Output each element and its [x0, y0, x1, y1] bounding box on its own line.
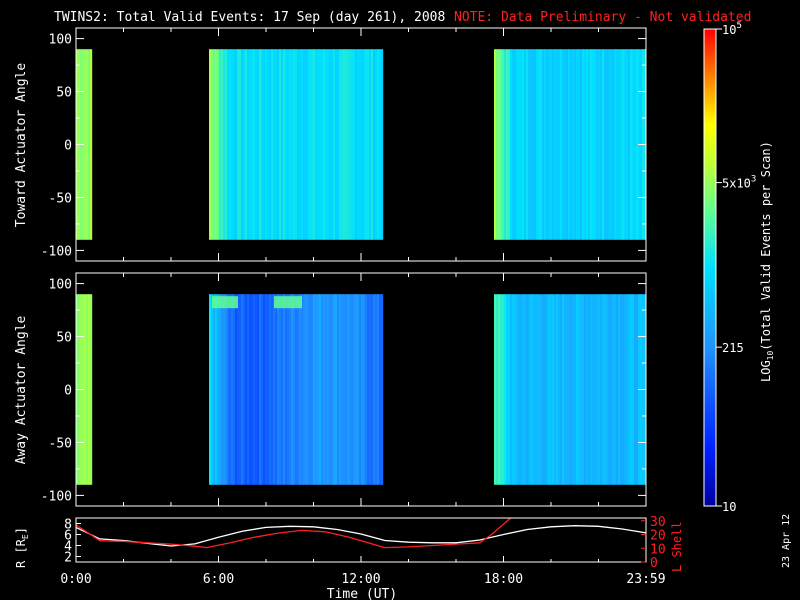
colorbar-ticks: 10 215 5x103 105: [716, 21, 756, 514]
y-tick-label: 0: [64, 384, 72, 399]
chart-title: TWINS2: Total Valid Events: 17 Sep (day …: [54, 10, 445, 25]
r-tick-label: 8: [64, 518, 72, 533]
x-tick-label: 12:00: [341, 572, 380, 587]
y-tick-label: -100: [41, 489, 72, 504]
heatmap-segment: [209, 294, 384, 485]
y-tick-label: 100: [49, 278, 72, 293]
top-ylabel: Toward Actuator Angle: [14, 63, 29, 228]
lshell-tick-label: 30: [650, 515, 666, 530]
away-actuator-panel: 100 50 0 -50 -100: [41, 272, 647, 507]
lshell-tick-label: 0: [650, 556, 658, 571]
footer-date: 23 Apr 12: [781, 514, 792, 568]
series-line: [75, 517, 512, 549]
x-tick-label: 18:00: [484, 572, 523, 587]
y-tick-label: 100: [49, 33, 72, 48]
colorbar-tick-label: 105: [722, 21, 742, 37]
r-tick-label: 4: [64, 540, 72, 555]
colorbar-label: LOG10(Total Valid Events per Scan): [759, 141, 775, 382]
colorbar-tick-label: 215: [722, 341, 744, 355]
series-line: [75, 525, 647, 547]
y-tick-label: -100: [41, 244, 72, 259]
colorbar-tick-label: 10: [722, 500, 736, 514]
bottom-ylabel: R [RE]: [14, 527, 30, 568]
y-tick-label: -50: [49, 436, 72, 451]
y-tick-label: 0: [64, 139, 72, 154]
colorbar-tick-label: 5x103: [722, 175, 756, 191]
r-tick-label: 6: [64, 529, 72, 544]
x-tick-label: 23:59: [626, 572, 665, 587]
x-tick-label: 0:00: [60, 572, 91, 587]
lshell-tick-label: 20: [650, 529, 666, 544]
lshell-tick-label: 10: [650, 542, 666, 557]
lshell-axis-label: L Shell: [670, 521, 684, 572]
y-tick-label: 50: [56, 86, 72, 101]
y-tick-label: 50: [56, 331, 72, 346]
colorbar: [703, 28, 717, 507]
heatmap-segment: [209, 49, 384, 240]
heatmap-segment: [494, 294, 647, 485]
heatmap-segment: [494, 49, 647, 240]
middle-ylabel: Away Actuator Angle: [14, 315, 29, 464]
x-tick-label: 6:00: [203, 572, 234, 587]
preliminary-note: NOTE: Data Preliminary - Not validated: [454, 10, 751, 25]
r-tick-label: 2: [64, 551, 72, 566]
toward-actuator-panel: 100 50 0 -50 -100: [41, 27, 647, 262]
x-axis-label: Time (UT): [327, 587, 397, 600]
y-tick-label: -50: [49, 191, 72, 206]
